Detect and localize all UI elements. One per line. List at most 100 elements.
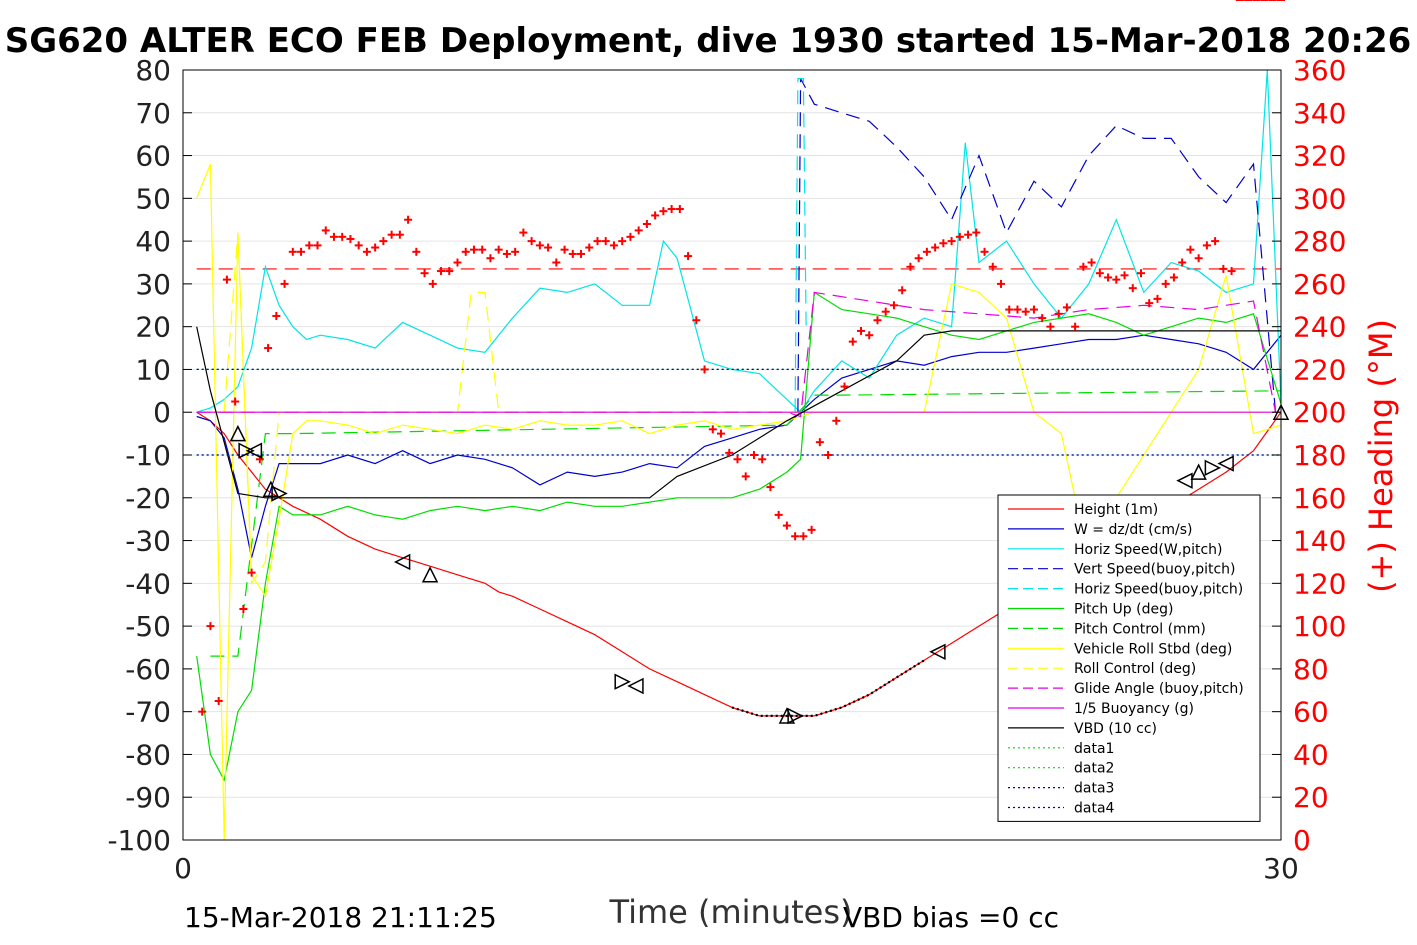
series-line [196,291,1277,418]
legend-label: Vehicle Roll Stbd (deg) [1074,641,1232,657]
left-tick-label: 20 [135,311,171,344]
right-tick-label: 200 [1293,396,1346,429]
series-line [196,291,1282,782]
heading-point [288,247,297,256]
left-tick-label: -30 [125,525,171,558]
heading-point [939,239,948,248]
heading-point [717,429,726,438]
series-line [210,390,1282,657]
heading-point [297,247,306,256]
vbd-bias-text: VBD bias =0 cc [843,901,1059,934]
right-tick-label: 240 [1293,311,1346,344]
depth-marker [421,566,439,583]
heading-point [585,243,594,252]
heading-point [379,237,388,246]
heading-point [231,397,240,406]
heading-point [362,247,371,256]
axes: 80706050403020100-10-20-30-40-50-60-70-8… [107,54,1346,885]
left-tick-label: -100 [107,824,171,857]
heading-point [494,245,503,254]
heading-point [222,275,231,284]
series-line [196,326,1281,499]
left-tick-label: 60 [135,140,171,173]
right-tick-label: 40 [1293,738,1329,771]
heading-points-group [198,0,1285,716]
legend-label: Glide Angle (buoy,pitch) [1074,681,1244,697]
start-time-text: 15-Mar-2018 21:11:25 [184,901,497,934]
heading-point [815,438,824,447]
heading-point [840,382,849,391]
heading-point [239,605,248,613]
heading-point [881,307,890,316]
heading-point [1202,241,1211,250]
heading-point [601,237,610,246]
heading-point [272,311,281,320]
depth-marker [1217,455,1234,472]
series-line [794,77,807,413]
heading-point [700,365,709,374]
heading-point [593,237,602,246]
heading-point [857,326,866,335]
heading-point [198,707,207,716]
heading-point [1062,303,1071,312]
x-tick-label: 0 [174,852,192,885]
heading-point [922,247,931,256]
legend-label: VBD (10 cc) [1074,721,1157,737]
heading-point [955,232,964,241]
left-tick-label: 70 [135,97,171,130]
depth-marker [1176,472,1193,489]
heading-point [1194,254,1203,263]
series-line [196,69,1282,414]
heading-point [1112,275,1121,284]
heading-point [659,207,668,216]
legend-label: Roll Control (deg) [1074,661,1196,677]
heading-point [486,254,495,263]
right-tick-label: 20 [1293,781,1329,814]
heading-point [1021,307,1030,316]
heading-point [832,416,841,425]
heading-point [568,249,577,258]
heading-point [1128,284,1137,293]
left-tick-label: -40 [125,567,171,600]
right-tick-label: 100 [1293,610,1346,643]
heading-point [404,215,413,224]
heading-point [972,228,981,237]
heading-point [931,243,940,252]
depth-marker [262,480,280,497]
right-tick-label: 180 [1293,439,1346,472]
heading-point [782,521,791,530]
heading-point [511,247,520,256]
heading-point [577,249,586,258]
heading-point [667,205,676,214]
heading-point [437,267,446,276]
heading-point [774,510,783,519]
right-tick-label: 160 [1293,482,1346,515]
heading-point [552,258,561,267]
heading-point [1079,262,1088,271]
heading-point [725,448,734,457]
heading-point [1153,294,1162,303]
left-tick-label: 30 [135,268,171,301]
right-tick-label: 60 [1293,696,1329,729]
right-tick-label: 220 [1293,353,1346,386]
depth-marker [238,442,255,459]
heading-point [848,337,857,346]
heading-point [1219,264,1228,273]
heading-point [642,220,651,228]
heading-point [280,279,289,288]
heading-point [749,451,758,459]
right-tick-label: 340 [1293,97,1346,130]
right-axis-label: (+) Heading (°M) [1362,319,1400,593]
heading-point [560,245,569,254]
heading-point [898,286,907,295]
heading-point [634,226,643,235]
right-tick-label: 360 [1293,54,1346,87]
heading-point [914,254,923,263]
x-axis-label: Time (minutes) [609,893,853,931]
left-tick-label: -90 [125,781,171,814]
heading-point [997,279,1006,288]
heading-point [626,232,635,241]
heading-point [1211,237,1220,246]
series-group [196,69,1282,841]
legend-label: Horiz Speed(buoy,pitch) [1074,582,1243,598]
